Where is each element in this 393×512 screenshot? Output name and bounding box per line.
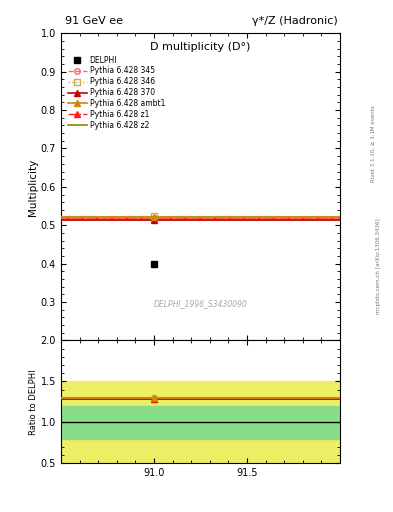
Text: γ*/Z (Hadronic): γ*/Z (Hadronic) (252, 15, 338, 26)
Text: 91 GeV ee: 91 GeV ee (65, 15, 123, 26)
Y-axis label: Multiplicity: Multiplicity (28, 158, 38, 216)
Bar (61, 406, 340, 439)
Legend: DELPHI, Pythia 6.428 345, Pythia 6.428 346, Pythia 6.428 370, Pythia 6.428 ambt1: DELPHI, Pythia 6.428 345, Pythia 6.428 3… (68, 55, 165, 130)
Bar (61, 381, 340, 463)
Text: DELPHI_1996_S3430090: DELPHI_1996_S3430090 (154, 299, 247, 308)
Text: mcplots.cern.ch [arXiv:1306.3436]: mcplots.cern.ch [arXiv:1306.3436] (376, 219, 380, 314)
Text: D multiplicity (D°): D multiplicity (D°) (150, 42, 251, 53)
Y-axis label: Ratio to DELPHI: Ratio to DELPHI (29, 369, 38, 435)
Text: Rivet 3.1.10, ≥ 3.1M events: Rivet 3.1.10, ≥ 3.1M events (371, 105, 376, 182)
